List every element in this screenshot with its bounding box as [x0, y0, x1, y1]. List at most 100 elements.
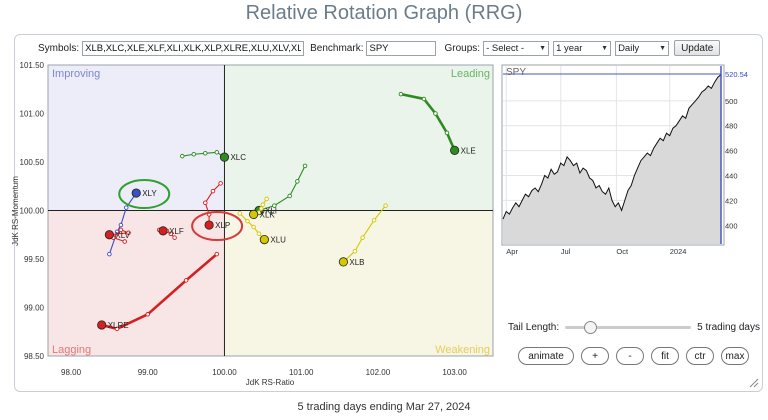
- tail-point: [107, 251, 112, 257]
- symbol-label: XLU: [270, 236, 286, 245]
- zoom-out-button[interactable]: -: [616, 347, 644, 365]
- tail-point: [251, 224, 256, 230]
- tail-point: [360, 235, 365, 240]
- x-tick-label: 101.00: [289, 368, 314, 377]
- x-tick-label: 103.00: [442, 368, 467, 377]
- x-tick-label: 98.00: [61, 368, 82, 377]
- tail-xlf[interactable]: XLF: [156, 226, 184, 240]
- tail-point: [172, 235, 177, 240]
- tail-point: [287, 193, 292, 199]
- y-tick-label: 99.50: [24, 255, 45, 264]
- slider-thumb[interactable]: [583, 321, 597, 334]
- spy-y-tick-label: 480: [725, 122, 738, 131]
- tail-length-slider[interactable]: [565, 321, 692, 334]
- tail-point: [203, 200, 208, 205]
- head-marker[interactable]: [104, 230, 114, 240]
- head-marker[interactable]: [259, 235, 269, 245]
- tail-xlre[interactable]: XLRE: [97, 251, 220, 332]
- tail-point: [444, 130, 450, 136]
- tail-xle[interactable]: XLE: [398, 91, 476, 155]
- tail-point: [398, 91, 404, 97]
- tail-point: [295, 179, 300, 184]
- spy-y-tick-label: 500: [725, 97, 738, 106]
- spy-chart-title: SPY: [506, 67, 526, 78]
- tail-xlv[interactable]: XLV: [104, 227, 131, 244]
- symbol-label: XLP: [215, 221, 230, 230]
- tail-point: [180, 153, 185, 159]
- tail-point: [259, 206, 264, 211]
- spy-x-tick-label: Oct: [616, 247, 629, 256]
- tail-point: [114, 326, 120, 332]
- tail-point: [118, 227, 124, 233]
- tail-xlp[interactable]: XLP: [203, 181, 230, 231]
- tail-point: [122, 239, 127, 244]
- quadrant-label-improving: Improving: [52, 68, 100, 80]
- page-title: Relative Rotation Graph (RRG): [245, 2, 523, 24]
- tail-point: [126, 230, 131, 236]
- y-tick-label: 98.50: [24, 352, 45, 361]
- spy-y-tick-label: 400: [725, 221, 738, 230]
- symbols-input[interactable]: [82, 40, 305, 56]
- tail-point: [433, 111, 438, 116]
- y-tick-label: 100.50: [20, 158, 45, 167]
- head-marker[interactable]: [158, 226, 168, 236]
- x-tick-label: 100.00: [212, 368, 237, 377]
- x-tick-label: 99.00: [138, 368, 159, 377]
- tail-point: [203, 151, 208, 156]
- head-marker[interactable]: [450, 145, 460, 155]
- groups-label: Groups:: [444, 42, 481, 54]
- symbol-label: XLF: [169, 227, 184, 236]
- x-axis-label: JdK RS-Ratio: [246, 378, 295, 387]
- animate-button[interactable]: animate: [518, 347, 574, 365]
- spy-price-line: [502, 74, 722, 220]
- tail-length-control: Tail Length: 5 trading days: [508, 321, 760, 334]
- tail-point: [168, 231, 174, 237]
- tail-point: [218, 181, 223, 186]
- tail-xlb[interactable]: XLB: [338, 203, 388, 267]
- spy-area: [503, 74, 721, 244]
- tail-point: [371, 217, 377, 223]
- tail-point: [421, 96, 427, 102]
- benchmark-label: Benchmark:: [310, 42, 364, 54]
- groups-select[interactable]: - Select - ▼: [483, 40, 550, 56]
- tail-point: [210, 188, 216, 194]
- chevron-down-icon: ▼: [601, 44, 609, 52]
- highlight-ellipse: [118, 179, 171, 210]
- quadrant-improving: [48, 65, 225, 211]
- head-marker[interactable]: [97, 320, 107, 330]
- y-tick-label: 99.00: [24, 304, 45, 313]
- tail-point: [191, 151, 197, 157]
- spy-y-tick-label: 440: [725, 172, 738, 181]
- head-marker[interactable]: [131, 188, 141, 198]
- fit-button[interactable]: fit: [651, 347, 679, 365]
- head-marker[interactable]: [204, 220, 214, 230]
- quadrant-label-lagging: Lagging: [52, 344, 91, 356]
- chevron-down-icon: ▼: [539, 44, 547, 52]
- symbol-label: XLK: [260, 210, 276, 219]
- resize-handle-icon[interactable]: [748, 377, 759, 388]
- tail-xlk[interactable]: XLK: [249, 196, 276, 219]
- slider-track: [565, 326, 692, 329]
- max-button[interactable]: max: [721, 347, 749, 365]
- tail-point: [118, 222, 124, 228]
- zoom-in-button[interactable]: +: [581, 347, 609, 365]
- head-marker[interactable]: [219, 152, 230, 162]
- benchmark-input[interactable]: [366, 40, 437, 56]
- tail-xlc[interactable]: XLC: [180, 150, 246, 163]
- head-marker[interactable]: [338, 257, 348, 267]
- symbol-label: XLRE: [108, 321, 129, 330]
- symbol-label: XLV: [115, 231, 130, 240]
- head-marker[interactable]: [249, 209, 259, 219]
- tail-point: [302, 163, 308, 169]
- interval-select[interactable]: Daily ▼: [615, 40, 670, 56]
- period-select[interactable]: 1 year ▼: [553, 40, 612, 56]
- center-button[interactable]: ctr: [686, 347, 714, 365]
- spy-y-tick-label: 460: [725, 147, 738, 156]
- interval-select-value: Daily: [618, 42, 640, 54]
- symbol-label: XLY: [142, 189, 157, 198]
- update-button[interactable]: Update: [674, 40, 721, 56]
- tail-xlu[interactable]: XLU: [237, 211, 286, 245]
- symbol-label: XLC: [230, 153, 246, 162]
